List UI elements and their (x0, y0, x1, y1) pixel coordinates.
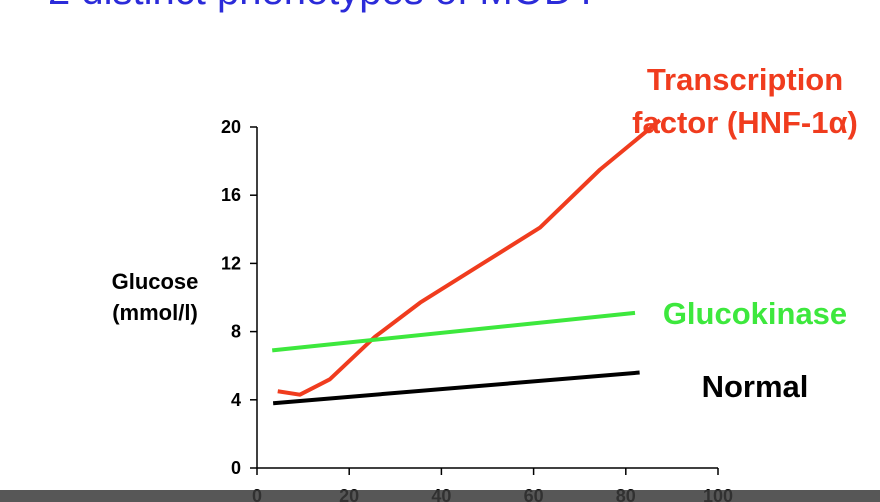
y-axis-label: Glucose (mmol/l) (111, 269, 199, 325)
series-label: Transcription factor (HNF-1α) (632, 62, 858, 140)
y-tick-label: 4 (231, 390, 241, 410)
data-line (277, 118, 662, 397)
y-tick-label: 0 (231, 458, 241, 478)
video-control-bar (0, 490, 880, 502)
series-label: Normal (701, 369, 809, 404)
y-tick-label: 12 (221, 253, 241, 273)
series-label: Glucokinase (662, 296, 848, 331)
data-line (272, 310, 636, 353)
y-tick-label: 8 (231, 322, 241, 342)
y-tick-label: 16 (221, 185, 241, 205)
data-line (272, 370, 640, 406)
y-tick-label: 20 (221, 117, 241, 137)
slide-title: 2 distinct phenotypes of MODY (48, 0, 599, 13)
